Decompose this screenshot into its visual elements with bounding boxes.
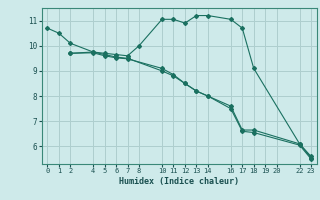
X-axis label: Humidex (Indice chaleur): Humidex (Indice chaleur) — [119, 177, 239, 186]
